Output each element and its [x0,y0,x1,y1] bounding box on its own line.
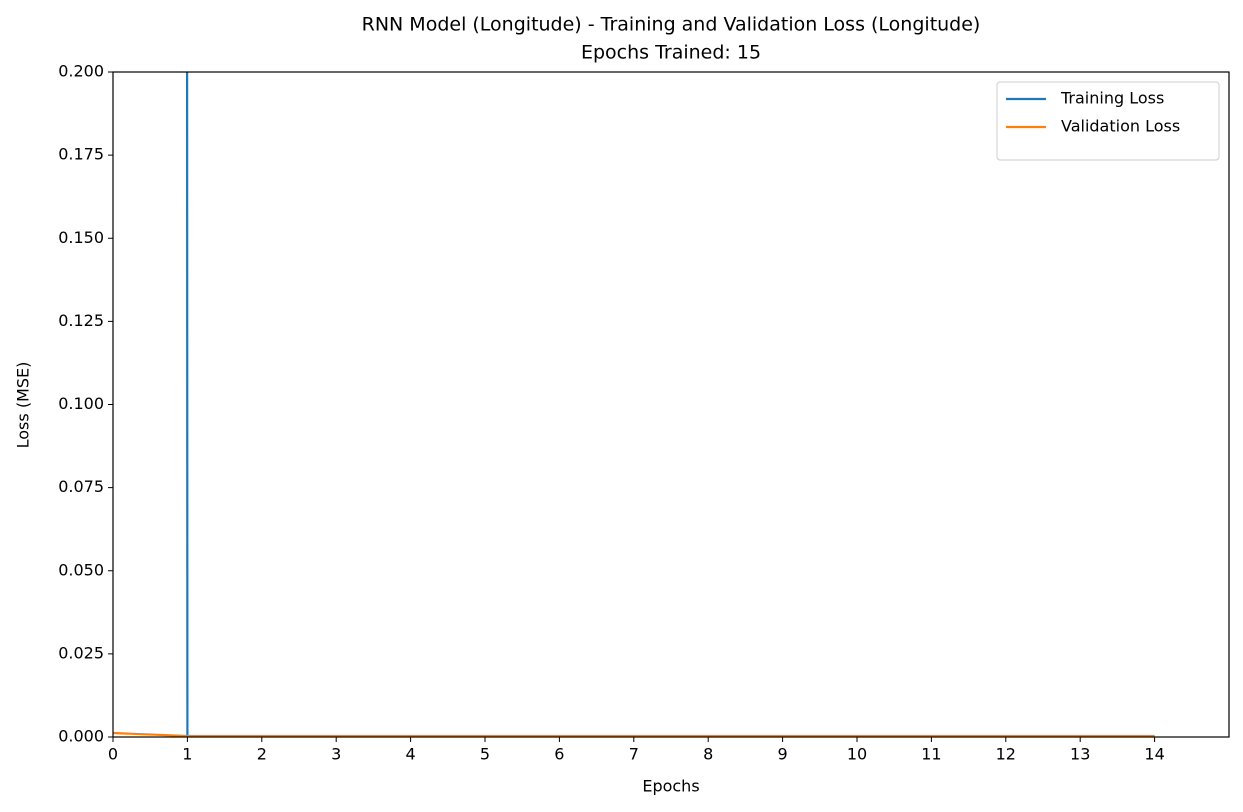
y-tick-label: 0.200 [58,62,104,81]
y-tick-label: 0.000 [58,727,104,746]
x-tick-label: 13 [1070,745,1090,764]
legend-label: Training Loss [1060,89,1164,108]
legend-label: Validation Loss [1061,117,1180,136]
y-axis-label: Loss (MSE) [14,362,33,449]
y-tick-label: 0.175 [58,145,104,164]
x-tick-label: 12 [996,745,1016,764]
plot-frame [112,71,1230,738]
y-tick-label: 0.075 [58,477,104,496]
x-tick-label: 0 [108,745,118,764]
x-tick-label: 5 [480,745,490,764]
y-tick-label: 0.150 [58,228,104,247]
x-tick-label: 10 [847,745,867,764]
x-tick-label: 3 [331,745,341,764]
x-tick-label: 4 [406,745,416,764]
legend-box [996,81,1220,161]
y-tick-label: 0.100 [58,394,104,413]
y-tick-label: 0.025 [58,643,104,662]
series-line [113,731,1155,737]
x-tick-label: 9 [778,745,788,764]
plot-lines [113,72,1155,737]
x-tick-label: 2 [257,745,267,764]
x-tick-label: 11 [921,745,941,764]
y-tick-label: 0.050 [58,560,104,579]
x-tick-label: 14 [1144,745,1164,764]
chart-subtitle: Epochs Trained: 15 [581,42,761,64]
chart-title: RNN Model (Longitude) - Training and Val… [362,14,981,36]
y-tick-label: 0.125 [58,311,104,330]
x-tick-label: 8 [703,745,713,764]
x-tick-label: 1 [182,745,192,764]
x-axis-label: Epochs [642,777,699,796]
x-tick-label: 6 [554,745,564,764]
x-tick-label: 7 [629,745,639,764]
